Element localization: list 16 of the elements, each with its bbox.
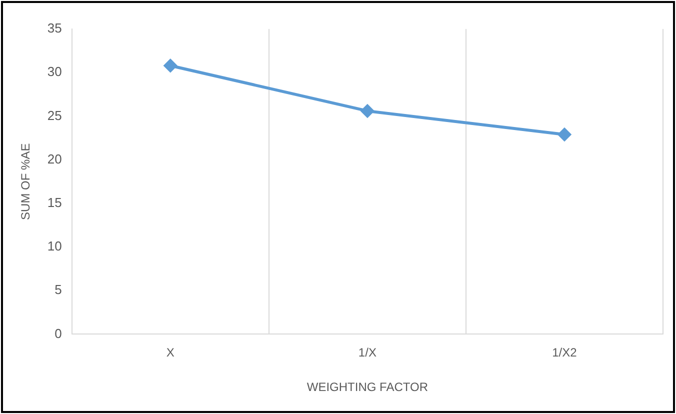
y-tick-label: 20 — [47, 151, 62, 166]
y-tick-label: 10 — [47, 238, 62, 254]
y-tick-label: 15 — [47, 194, 62, 210]
point — [164, 59, 177, 72]
point — [360, 104, 374, 118]
y-axis-title: SUM OF %AE — [18, 143, 33, 220]
y-tick-label: 0 — [54, 326, 62, 341]
x-tick-label: 1/X — [358, 346, 376, 360]
point — [558, 128, 571, 142]
x-tick-label: 1/X2 — [552, 346, 578, 360]
x-tick-label: X — [166, 346, 174, 360]
y-tick-label: 30 — [47, 64, 62, 80]
y-tick-label: 25 — [47, 108, 62, 123]
y-tick-label: 5 — [54, 282, 62, 298]
y-tick-label: 35 — [47, 20, 62, 36]
x-axis-title: WEIGHTING FACTOR — [306, 380, 428, 394]
